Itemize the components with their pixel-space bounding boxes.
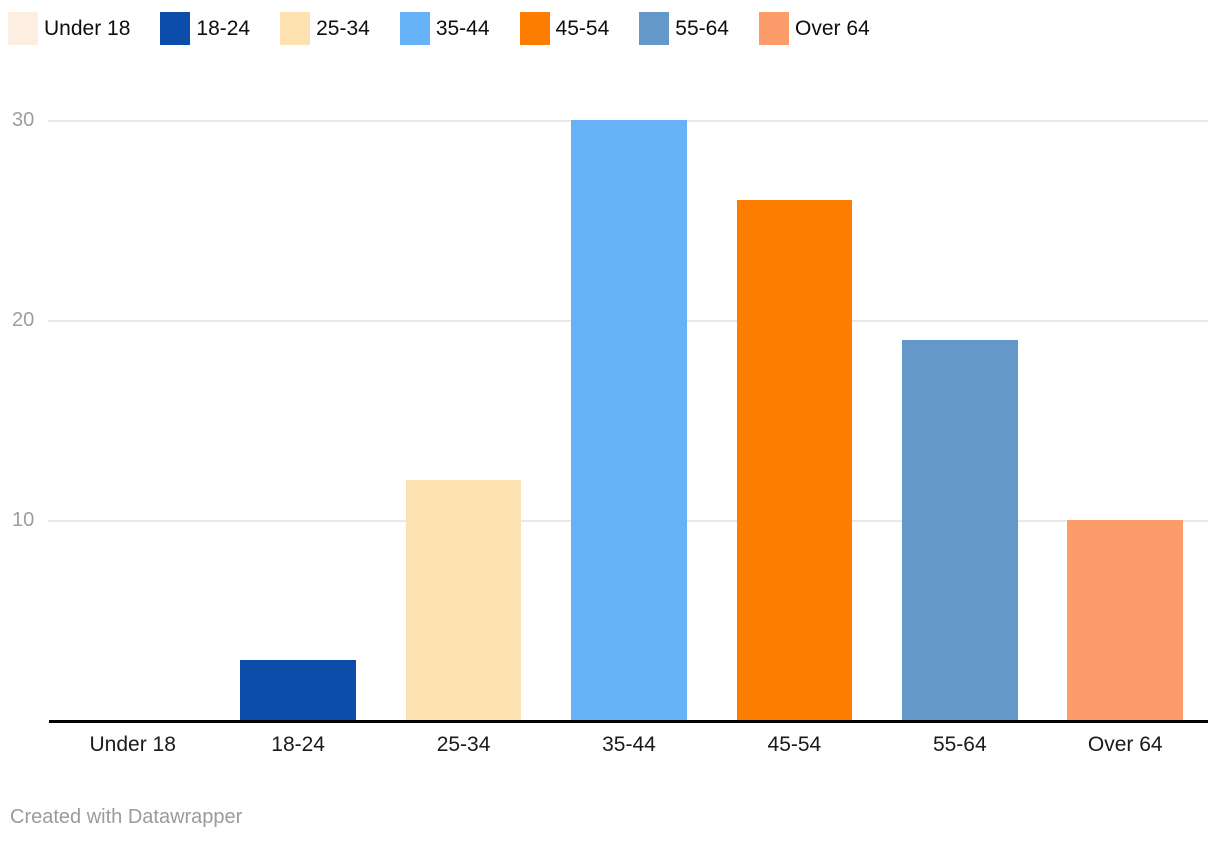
- legend-label-35-44: 35-44: [435, 17, 490, 40]
- bar-18-24[interactable]: [240, 660, 357, 720]
- legend-item-over-64: Over 64: [758, 12, 870, 45]
- x-axis-label-25-34: 25-34: [436, 733, 491, 756]
- x-axis-label-over-64: Over 64: [1087, 733, 1163, 756]
- chart-legend: Under 18 18-24 25-34 35-44 45-54 55-64 Over 64: [8, 12, 900, 45]
- legend-swatch-25-34: [280, 12, 311, 45]
- legend-swatch-over-64: [758, 12, 789, 45]
- x-axis-label-under-18: Under 18: [89, 733, 176, 756]
- legend-swatch-45-54: [519, 12, 550, 45]
- legend-label-25-34: 25-34: [316, 17, 370, 40]
- bar-25-34[interactable]: [405, 480, 522, 720]
- plot-area: [50, 120, 1208, 720]
- bar-slot-45-54: [712, 120, 877, 720]
- y-tick-label-20: 20: [12, 309, 35, 331]
- legend-item-25-34: 25-34: [280, 12, 370, 45]
- bar-slot-under-18: [50, 120, 215, 720]
- bar-slot-25-34: [381, 120, 546, 720]
- y-tick-label-10: 10: [12, 509, 35, 531]
- legend-label-over-64: Over 64: [794, 17, 870, 40]
- y-tick-label-30: 30: [12, 109, 35, 131]
- attribution: Created with Datawrapper: [10, 806, 243, 828]
- legend-item-35-44: 35-44: [399, 12, 490, 45]
- bar-slot-55-64: [877, 120, 1042, 720]
- legend-label-55-64: 55-64: [675, 17, 729, 40]
- legend-swatch-under-18: [8, 12, 38, 45]
- legend-label-45-54: 45-54: [555, 17, 610, 40]
- legend-item-55-64: 55-64: [639, 12, 729, 45]
- x-axis-label-18-24: 18-24: [271, 733, 325, 756]
- bar-slot-18-24: [215, 120, 380, 720]
- legend-label-18-24: 18-24: [196, 17, 251, 40]
- legend-item-45-54: 45-54: [519, 12, 610, 45]
- x-axis-line: [49, 720, 1208, 723]
- legend-item-18-24: 18-24: [160, 12, 250, 45]
- legend-swatch-35-44: [399, 12, 430, 45]
- x-axis-label-35-44: 35-44: [602, 733, 656, 756]
- bar-over-64[interactable]: [1067, 520, 1184, 720]
- bar-55-64[interactable]: [901, 340, 1018, 720]
- x-axis-label-55-64: 55-64: [932, 733, 987, 756]
- bar-slot-35-44: [546, 120, 711, 720]
- legend-swatch-55-64: [639, 12, 670, 45]
- x-axis-label-45-54: 45-54: [767, 733, 822, 756]
- legend-item-under-18: Under 18: [8, 12, 130, 45]
- bar-45-54[interactable]: [736, 200, 853, 720]
- legend-label-under-18: Under 18: [44, 17, 131, 40]
- legend-swatch-18-24: [160, 12, 191, 45]
- x-axis-labels: Under 18 18-24 25-34 35-44 45-54 55-64 Over 64: [50, 733, 1208, 757]
- bar-35-44[interactable]: [571, 120, 687, 720]
- bar-slot-over-64: [1043, 120, 1208, 720]
